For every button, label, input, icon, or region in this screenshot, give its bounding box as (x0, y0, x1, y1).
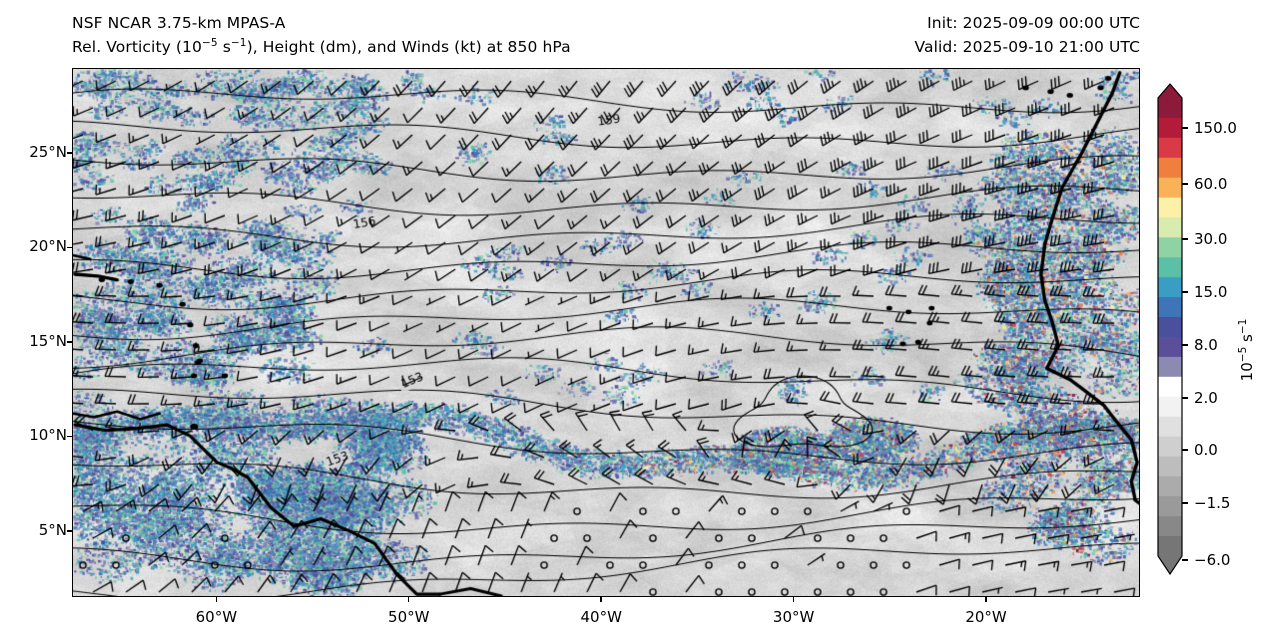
colorbar (1157, 83, 1183, 584)
model-title: NSF NCAR 3.75-km MPAS-A (72, 14, 286, 32)
colorbar-tick-mark (1182, 183, 1188, 185)
y-tick-label-5N: 5°N (38, 520, 67, 539)
colorbar-label-prefix: 10 (1238, 362, 1256, 382)
colorbar-segment (1158, 356, 1182, 378)
colorbar-tick-label: 30.0 (1194, 230, 1228, 248)
field-title-suffix: ), Height (dm), and Winds (kt) at 850 hP… (246, 38, 571, 56)
colorbar-segment (1158, 416, 1182, 438)
colorbar-tick-mark (1182, 502, 1188, 504)
colorbar-segment (1158, 297, 1182, 318)
x-tick-label-50W: 50°W (388, 608, 430, 626)
valid-time-label: Valid: 2025-09-10 21:00 UTC (914, 38, 1140, 56)
colorbar-tick-mark (1182, 344, 1188, 346)
y-tick-mark (67, 341, 72, 343)
colorbar-label-exponent-1: −5 (1237, 346, 1249, 363)
colorbar-segment (1158, 217, 1182, 238)
colorbar-tick-mark (1182, 291, 1188, 293)
colorbar-segment (1158, 436, 1182, 458)
colorbar-segment (1158, 177, 1182, 199)
x-tick-label-60W: 60°W (195, 608, 238, 626)
colorbar-segment (1158, 157, 1182, 179)
colorbar-segment (1158, 536, 1182, 557)
x-tick-label-40W: 40°W (580, 608, 622, 626)
x-tick-mark (792, 597, 795, 602)
colorbar-segment (1158, 317, 1182, 338)
x-tick-mark (600, 597, 602, 602)
colorbar-gradient (1157, 83, 1183, 576)
colorbar-segment (1158, 396, 1182, 418)
colorbar-tick-mark (1182, 238, 1188, 240)
colorbar-segment (1158, 117, 1182, 139)
field-title-prefix: Rel. Vorticity (10 (72, 38, 202, 56)
colorbar-extend-max (1158, 84, 1182, 98)
colorbar-tick-mark (1182, 127, 1188, 129)
colorbar-tick-label: 15.0 (1194, 283, 1228, 301)
y-tick-label-25N: 25°N (29, 143, 67, 162)
y-tick-mark (67, 152, 72, 154)
map-weather-canvas (73, 69, 1139, 596)
colorbar-segment (1158, 137, 1182, 159)
colorbar-tick-label: −6.0 (1194, 551, 1231, 569)
colorbar-tick-mark (1182, 449, 1188, 451)
colorbar-label-mid: s (1238, 334, 1256, 347)
field-title-exponent-2: −1 (230, 36, 247, 49)
y-tick-label-15N: 15°N (29, 331, 67, 350)
colorbar-segment (1158, 476, 1182, 497)
y-tick-label-10N: 10°N (29, 426, 67, 445)
field-title-mid: s (217, 38, 231, 56)
colorbar-label-exponent-2: −1 (1237, 318, 1249, 335)
y-tick-mark (67, 246, 72, 249)
colorbar-segment (1158, 456, 1182, 477)
colorbar-segment (1158, 496, 1182, 517)
x-tick-mark (215, 597, 217, 602)
colorbar-segment (1158, 237, 1182, 258)
x-tick-label-20W: 20°W (965, 608, 1007, 626)
colorbar-segment (1158, 277, 1182, 298)
map-plot-area (72, 68, 1140, 597)
y-tick-mark (67, 435, 72, 438)
colorbar-segment (1158, 336, 1182, 358)
colorbar-axis-label: 10−5 s−1 (1237, 318, 1256, 382)
colorbar-segment (1158, 376, 1182, 398)
colorbar-segment (1158, 98, 1182, 119)
colorbar-tick-label: 2.0 (1194, 389, 1218, 407)
colorbar-segment (1158, 197, 1182, 219)
colorbar-tick-label: 150.0 (1194, 119, 1237, 137)
y-tick-label-20N: 20°N (29, 237, 67, 256)
init-time-label: Init: 2025-09-09 00:00 UTC (927, 14, 1140, 32)
colorbar-extend-min (1158, 556, 1182, 574)
colorbar-tick-label: 0.0 (1194, 441, 1218, 459)
x-tick-label-30W: 30°W (772, 608, 815, 626)
field-title: Rel. Vorticity (10−5 s−1), Height (dm), … (72, 38, 571, 56)
colorbar-tick-label: −1.5 (1194, 494, 1231, 512)
y-tick-mark (67, 530, 72, 532)
colorbar-tick-label: 60.0 (1194, 175, 1228, 193)
colorbar-outline (1157, 83, 1183, 576)
colorbar-tick-label: 8.0 (1194, 336, 1218, 354)
colorbar-tick-mark (1182, 397, 1188, 399)
x-tick-mark (408, 597, 410, 602)
colorbar-segment (1158, 257, 1182, 278)
colorbar-segment (1158, 516, 1182, 537)
field-title-exponent-1: −5 (202, 36, 218, 49)
x-tick-mark (985, 597, 987, 602)
colorbar-tick-mark (1182, 559, 1188, 561)
